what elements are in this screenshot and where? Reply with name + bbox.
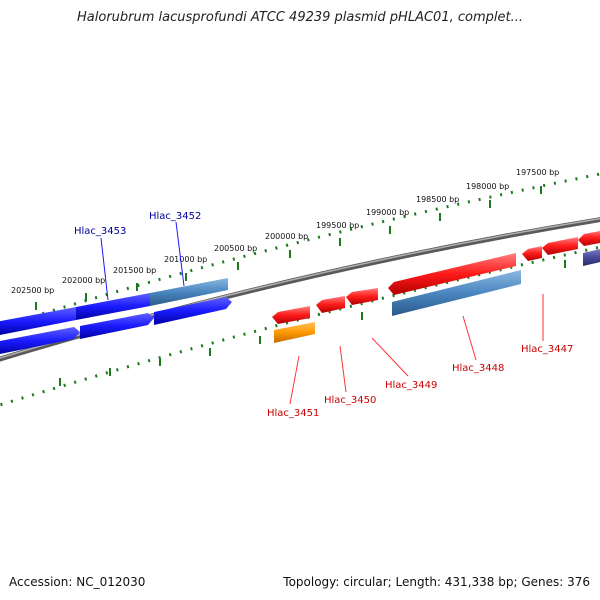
gene-arrow: [522, 246, 542, 261]
gene-block: [583, 249, 600, 266]
inner-tick-track: [0, 245, 600, 407]
gene-block: [150, 278, 228, 306]
gene-block: [392, 270, 521, 316]
leader-line: [175, 221, 185, 287]
tick-label: 199500 bp: [316, 221, 359, 230]
gene-arrow: [272, 306, 310, 324]
leader-line: [289, 355, 300, 405]
tick-label: 197500 bp: [516, 168, 559, 177]
gene-arrow: [316, 296, 345, 313]
tick-label: 201000 bp: [164, 255, 207, 264]
tick-label: 202000 bp: [62, 276, 105, 285]
label-leaders: [100, 221, 544, 405]
gene-label: Hlac_3448: [452, 363, 504, 374]
accession-text: Accession: NC_012030: [9, 575, 146, 589]
plasmid-backbone: [0, 217, 600, 362]
tick-label: 201500 bp: [113, 266, 156, 275]
leader-line: [339, 345, 347, 393]
tick-label: 199000 bp: [366, 208, 409, 217]
gene-arrow: [80, 313, 154, 339]
gene-label: Hlac_3451: [267, 408, 319, 419]
gene-label: Hlac_3453: [74, 226, 126, 237]
gene-labels: Hlac_3453 Hlac_3452 Hlac_3451 Hlac_3450 …: [74, 211, 573, 419]
gene-block: [0, 307, 76, 336]
gene-arrow: [346, 288, 378, 305]
tick-label: 198500 bp: [416, 195, 459, 204]
gene-arrow: [388, 253, 516, 295]
forward-genes: [272, 230, 600, 343]
gene-block: [274, 322, 315, 343]
topology-summary: Topology: circular; Length: 431,338 bp; …: [283, 575, 590, 589]
leader-line: [462, 315, 477, 361]
leader-line: [100, 237, 109, 301]
tick-labels: 202500 bp 202000 bp 201500 bp 201000 bp …: [11, 168, 559, 295]
tick-label: 200500 bp: [214, 244, 257, 253]
tick-label: 202500 bp: [11, 286, 54, 295]
gene-block: [76, 293, 150, 320]
gene-label: Hlac_3447: [521, 344, 573, 355]
reverse-genes: [0, 278, 232, 354]
gene-arrow: [154, 297, 232, 325]
gene-label: Hlac_3450: [324, 395, 376, 406]
gene-arrow: [0, 327, 80, 354]
gene-label: Hlac_3449: [385, 380, 437, 391]
tick-label: 200000 bp: [265, 232, 308, 241]
gene-arrow: [542, 237, 578, 255]
leader-line: [371, 337, 409, 377]
map-title: Halorubrum lacusprofundi ATCC 49239 plas…: [77, 10, 523, 25]
gene-label: Hlac_3452: [149, 211, 201, 222]
tick-label: 198000 bp: [466, 182, 509, 191]
gene-arrow: [578, 230, 600, 246]
